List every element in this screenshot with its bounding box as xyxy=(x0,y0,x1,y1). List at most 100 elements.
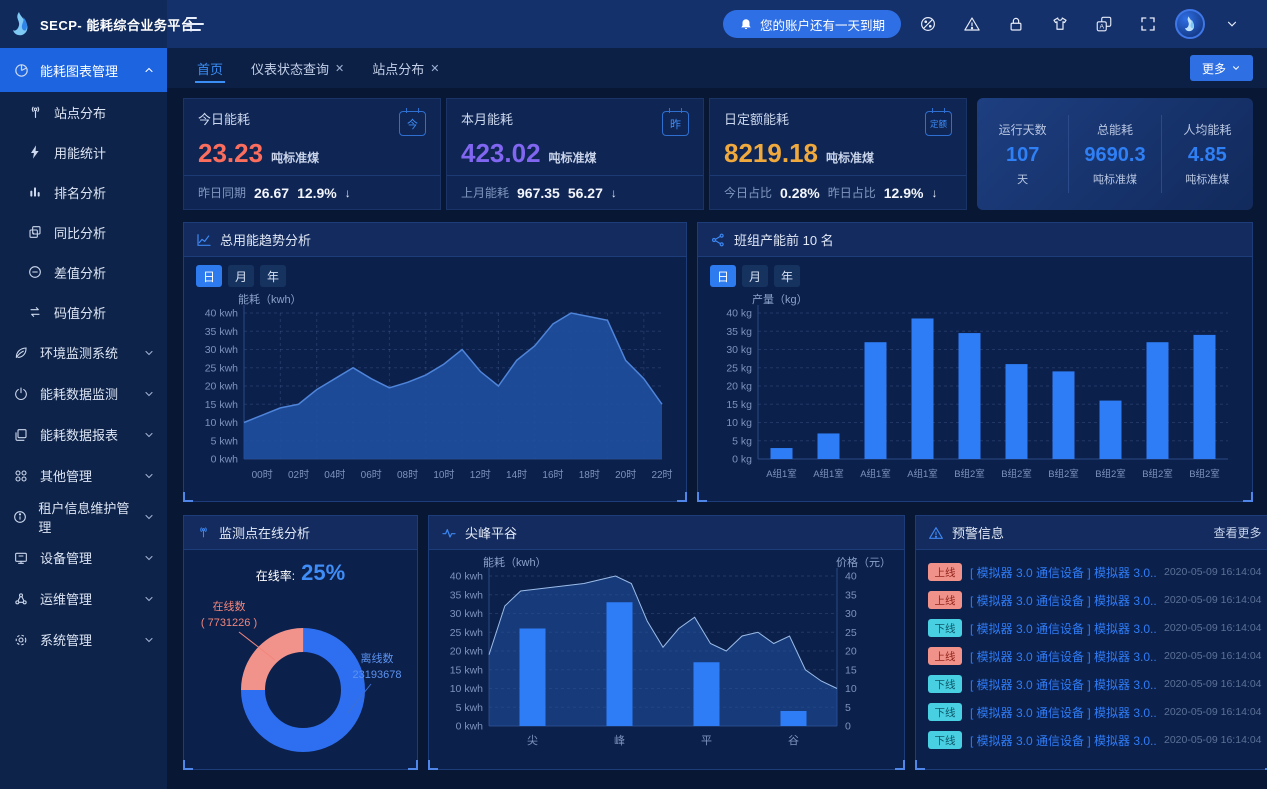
skin-icon[interactable] xyxy=(1043,7,1077,41)
sidebar-group-label: 其他管理 xyxy=(40,469,93,484)
summary-label: 总能耗 xyxy=(1096,123,1133,137)
chevron-down-icon xyxy=(143,593,155,605)
sidebar-group-system-management[interactable]: 系统管理 xyxy=(0,619,167,660)
sidebar-group-device-management[interactable]: 设备管理 xyxy=(0,537,167,578)
sidebar-group-environment-monitoring[interactable]: 环境监测系统 xyxy=(0,332,167,373)
sidebar-group-energy-charts[interactable]: 能耗图表管理 xyxy=(0,48,167,92)
tabs-more-button[interactable]: 更多 xyxy=(1189,55,1253,81)
close-icon[interactable]: ✕ xyxy=(335,62,345,75)
calendar-quota-icon: 定额 xyxy=(925,108,952,136)
sidebar-group-tenant-info-management[interactable]: 租户信息维护管理 xyxy=(0,496,167,537)
sidebar-item-ranking-analysis[interactable]: 排名分析 xyxy=(0,172,167,212)
svg-text:A: A xyxy=(1099,24,1104,31)
svg-text:30 kg: 30 kg xyxy=(726,344,752,356)
summary-per-capita-energy: 人均能耗 4.85 吨标准煤 xyxy=(1160,115,1253,193)
stat-title: 本月能耗 xyxy=(461,112,514,127)
lock-icon[interactable] xyxy=(999,7,1033,41)
avatar[interactable] xyxy=(1175,9,1205,39)
chevron-down-icon[interactable] xyxy=(1215,7,1249,41)
alerts-more-link[interactable]: 查看更多 xyxy=(1213,526,1262,540)
alert-row: 下线 [ 模拟器 3.0 通信设备 ] 模拟器 3.0... 2020-05-0… xyxy=(928,698,1262,726)
calendar-today-icon: 今 xyxy=(399,108,426,136)
sidebar-item-yoy-analysis[interactable]: 同比分析 xyxy=(0,212,167,252)
alert-timestamp: 2020-05-09 16:14:04 xyxy=(1164,566,1262,578)
stat-title: 日定额能耗 xyxy=(724,112,790,127)
tab-site-distribution[interactable]: 站点分布 ✕ xyxy=(358,48,453,88)
stat-value: 23.23 xyxy=(198,138,264,168)
sidebar-item-energy-usage-stats[interactable]: 用能统计 xyxy=(0,132,167,172)
svg-text:B组2室: B组2室 xyxy=(954,468,985,480)
menu-icon[interactable] xyxy=(185,15,205,33)
antenna-icon xyxy=(196,525,211,540)
tab-label: 仪表状态查询 xyxy=(251,61,330,77)
fullscreen-icon[interactable] xyxy=(1131,7,1165,41)
status-badge-offline: 下线 xyxy=(928,675,962,693)
sidebar-item-label: 排名分析 xyxy=(54,185,107,201)
theme-palette-icon[interactable] xyxy=(911,7,945,41)
alert-message-link[interactable]: [ 模拟器 3.0 通信设备 ] 模拟器 3.0... xyxy=(970,621,1156,636)
sidebar: 能耗图表管理 站点分布 用能统计 排名分析 xyxy=(0,48,167,789)
svg-text:18时: 18时 xyxy=(579,469,600,481)
chevron-down-icon xyxy=(143,388,155,400)
tab-meter-status[interactable]: 仪表状态查询 ✕ xyxy=(237,48,358,88)
sidebar-group-label: 环境监测系统 xyxy=(40,346,119,361)
stat-footer-label: 今日占比 xyxy=(724,186,773,200)
alert-timestamp: 2020-05-09 16:14:04 xyxy=(1164,650,1262,662)
svg-text:40 kwh: 40 kwh xyxy=(205,308,238,320)
translate-icon[interactable]: A xyxy=(1087,7,1121,41)
dashboard-content: 今日能耗 今 23.23 吨标准煤 昨日同期 26.67 12.9% ↓ xyxy=(167,88,1267,770)
alert-timestamp: 2020-05-09 16:14:04 xyxy=(1164,622,1262,634)
svg-text:30: 30 xyxy=(845,608,857,620)
tab-home[interactable]: 首页 xyxy=(183,48,237,88)
period-tab-day[interactable]: 日 xyxy=(710,265,737,287)
close-icon[interactable]: ✕ xyxy=(430,62,440,75)
svg-text:5 kwh: 5 kwh xyxy=(456,702,484,714)
device-icon xyxy=(12,550,30,566)
sidebar-item-difference-analysis[interactable]: 差值分析 xyxy=(0,252,167,292)
sidebar-group-label: 设备管理 xyxy=(40,551,93,566)
trend-chart-svg: 能耗（kwh） 0 kwh 5 kwh 10 kwh 15 kwh 20 kwh 25 kw… xyxy=(205,292,673,481)
panel-title: 预警信息 xyxy=(952,526,1005,541)
period-tab-year[interactable]: 年 xyxy=(774,265,801,287)
alert-triangle-icon[interactable] xyxy=(955,7,989,41)
period-tab-year[interactable]: 年 xyxy=(260,265,287,287)
alert-message-link[interactable]: [ 模拟器 3.0 通信设备 ] 模拟器 3.0... xyxy=(970,677,1156,692)
sidebar-item-site-distribution[interactable]: 站点分布 xyxy=(0,92,167,132)
sidebar-group-other-management[interactable]: 其他管理 xyxy=(0,455,167,496)
stat-card-today-energy: 今日能耗 今 23.23 吨标准煤 昨日同期 26.67 12.9% ↓ xyxy=(183,98,441,210)
alert-row: 上线 [ 模拟器 3.0 通信设备 ] 模拟器 3.0... 2020-05-0… xyxy=(928,558,1262,586)
svg-text:12时: 12时 xyxy=(470,469,491,481)
svg-text:( 7731226 ): ( 7731226 ) xyxy=(201,617,257,629)
leaf-icon xyxy=(12,345,30,361)
alert-message-link[interactable]: [ 模拟器 3.0 通信设备 ] 模拟器 3.0... xyxy=(970,649,1156,664)
sidebar-item-code-value-analysis[interactable]: 码值分析 xyxy=(0,292,167,332)
alert-message-link[interactable]: [ 模拟器 3.0 通信设备 ] 模拟器 3.0... xyxy=(970,733,1156,748)
svg-text:14时: 14时 xyxy=(506,469,527,481)
trend-period-tabs: 日 月 年 xyxy=(196,265,686,287)
stat-card-daily-quota-energy: 日定额能耗 定额 8219.18 吨标准煤 今日占比 0.28% 昨日占比 12… xyxy=(709,98,967,210)
sidebar-group-energy-data-monitoring[interactable]: 能耗数据监测 xyxy=(0,373,167,414)
alert-message-link[interactable]: [ 模拟器 3.0 通信设备 ] 模拟器 3.0... xyxy=(970,565,1156,580)
stats-row: 今日能耗 今 23.23 吨标准煤 昨日同期 26.67 12.9% ↓ xyxy=(183,98,1253,210)
panel-title: 尖峰平谷 xyxy=(465,526,518,541)
alert-message-link[interactable]: [ 模拟器 3.0 通信设备 ] 模拟器 3.0... xyxy=(970,705,1156,720)
sidebar-group-energy-data-reports[interactable]: 能耗数据报表 xyxy=(0,414,167,455)
panel-alerts: 预警信息 查看更多 上线 [ 模拟器 3.0 通信设备 ] 模拟器 3.0...… xyxy=(915,515,1267,770)
alert-message-link[interactable]: [ 模拟器 3.0 通信设备 ] 模拟器 3.0... xyxy=(970,593,1156,608)
chevron-down-icon xyxy=(1232,66,1240,70)
period-tab-month[interactable]: 月 xyxy=(228,265,255,287)
summary-total-energy: 总能耗 9690.3 吨标准煤 xyxy=(1068,115,1160,193)
rank-bars-icon xyxy=(26,184,44,200)
period-tab-day[interactable]: 日 xyxy=(196,265,223,287)
account-expiry-notification[interactable]: 您的账户还有一天到期 xyxy=(722,10,901,38)
svg-text:40 kg: 40 kg xyxy=(726,308,752,320)
sidebar-group-ops-management[interactable]: 运维管理 xyxy=(0,578,167,619)
stat-value: 8219.18 xyxy=(724,138,818,168)
peak-valley-combo-chart: 能耗（kwh） 价格（元） 0 kwh 0 5 kwh 5 10 kwh 10 15 kwh 15… xyxy=(429,550,904,762)
report-icon xyxy=(12,427,30,443)
svg-text:10 kwh: 10 kwh xyxy=(450,683,483,695)
period-tab-month[interactable]: 月 xyxy=(742,265,769,287)
alert-timestamp: 2020-05-09 16:14:04 xyxy=(1164,734,1262,746)
share-nodes-icon xyxy=(710,232,726,248)
svg-text:23193678: 23193678 xyxy=(353,669,402,681)
